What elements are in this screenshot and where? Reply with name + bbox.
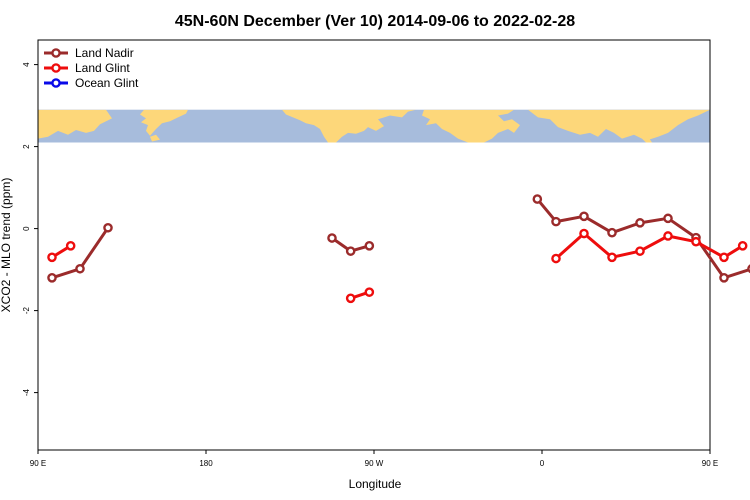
y-tick-label: -4 (22, 388, 31, 396)
x-tick-label: 0 (540, 459, 545, 468)
map-landmass (140, 109, 188, 136)
data-point (691, 236, 701, 247)
series-line (535, 197, 750, 280)
data-point (719, 252, 729, 263)
data-point (345, 293, 356, 304)
world-map-band (38, 109, 710, 143)
data-point (364, 287, 375, 297)
legend-item: Land Nadir (44, 46, 134, 60)
map-landmass (466, 123, 474, 131)
data-point (737, 241, 748, 251)
map-landmass (38, 109, 112, 139)
y-axis-label: XCO2 - MLO trend (ppm) (0, 178, 13, 313)
y-tick-label: 2 (22, 144, 31, 149)
legend-swatch-marker (51, 63, 61, 73)
map-landmass (364, 109, 380, 115)
map-landmass (282, 109, 416, 143)
x-axis: 90 E 180 90 W 0 90 E (30, 450, 718, 468)
data-point (65, 241, 76, 251)
map-landmass (642, 136, 652, 143)
data-point (47, 272, 57, 283)
x-axis-label: Longitude (349, 477, 402, 491)
x-tick-label: 90 E (30, 459, 46, 468)
legend-label: Land Nadir (75, 46, 134, 60)
series-line (554, 232, 745, 260)
map-landmass (150, 134, 160, 142)
y-tick-label: -2 (22, 306, 31, 314)
data-point (345, 246, 356, 256)
data-point (579, 211, 589, 222)
map-landmass (668, 113, 678, 124)
legend-swatch-marker (51, 78, 61, 88)
data-point (663, 231, 673, 241)
data-point (551, 216, 561, 227)
x-tick-label: 90 E (702, 459, 718, 468)
data-point (635, 246, 645, 256)
data-point (47, 252, 57, 263)
map-landmass (528, 109, 710, 141)
series-layer (47, 194, 750, 304)
data-point (579, 228, 589, 239)
series-land-nadir (47, 194, 750, 283)
legend-item: Land Glint (44, 61, 130, 75)
y-tick-label: 4 (22, 62, 31, 67)
data-point (103, 222, 113, 233)
data-point (327, 233, 337, 243)
chart-title: 45N-60N December (Ver 10) 2014-09-06 to … (175, 13, 575, 30)
legend-label: Ocean Glint (75, 76, 139, 90)
data-point (719, 272, 729, 283)
data-point (635, 218, 645, 228)
y-axis: -4 -2 0 2 4 (22, 62, 38, 396)
data-point (75, 263, 85, 274)
data-point (607, 252, 617, 263)
data-point (364, 241, 375, 251)
data-point (551, 253, 561, 264)
data-point (663, 213, 673, 224)
legend-swatch-marker (51, 48, 61, 58)
series-land-glint (47, 228, 748, 304)
x-tick-label: 90 W (365, 459, 384, 468)
legend-label: Land Glint (75, 61, 130, 75)
map-landmass (442, 121, 446, 128)
x-tick-label: 180 (199, 459, 213, 468)
map-land (38, 109, 710, 143)
legend-item: Ocean Glint (44, 76, 139, 90)
y-tick-label: 0 (22, 226, 31, 231)
data-point (532, 194, 543, 204)
data-point (607, 227, 617, 238)
